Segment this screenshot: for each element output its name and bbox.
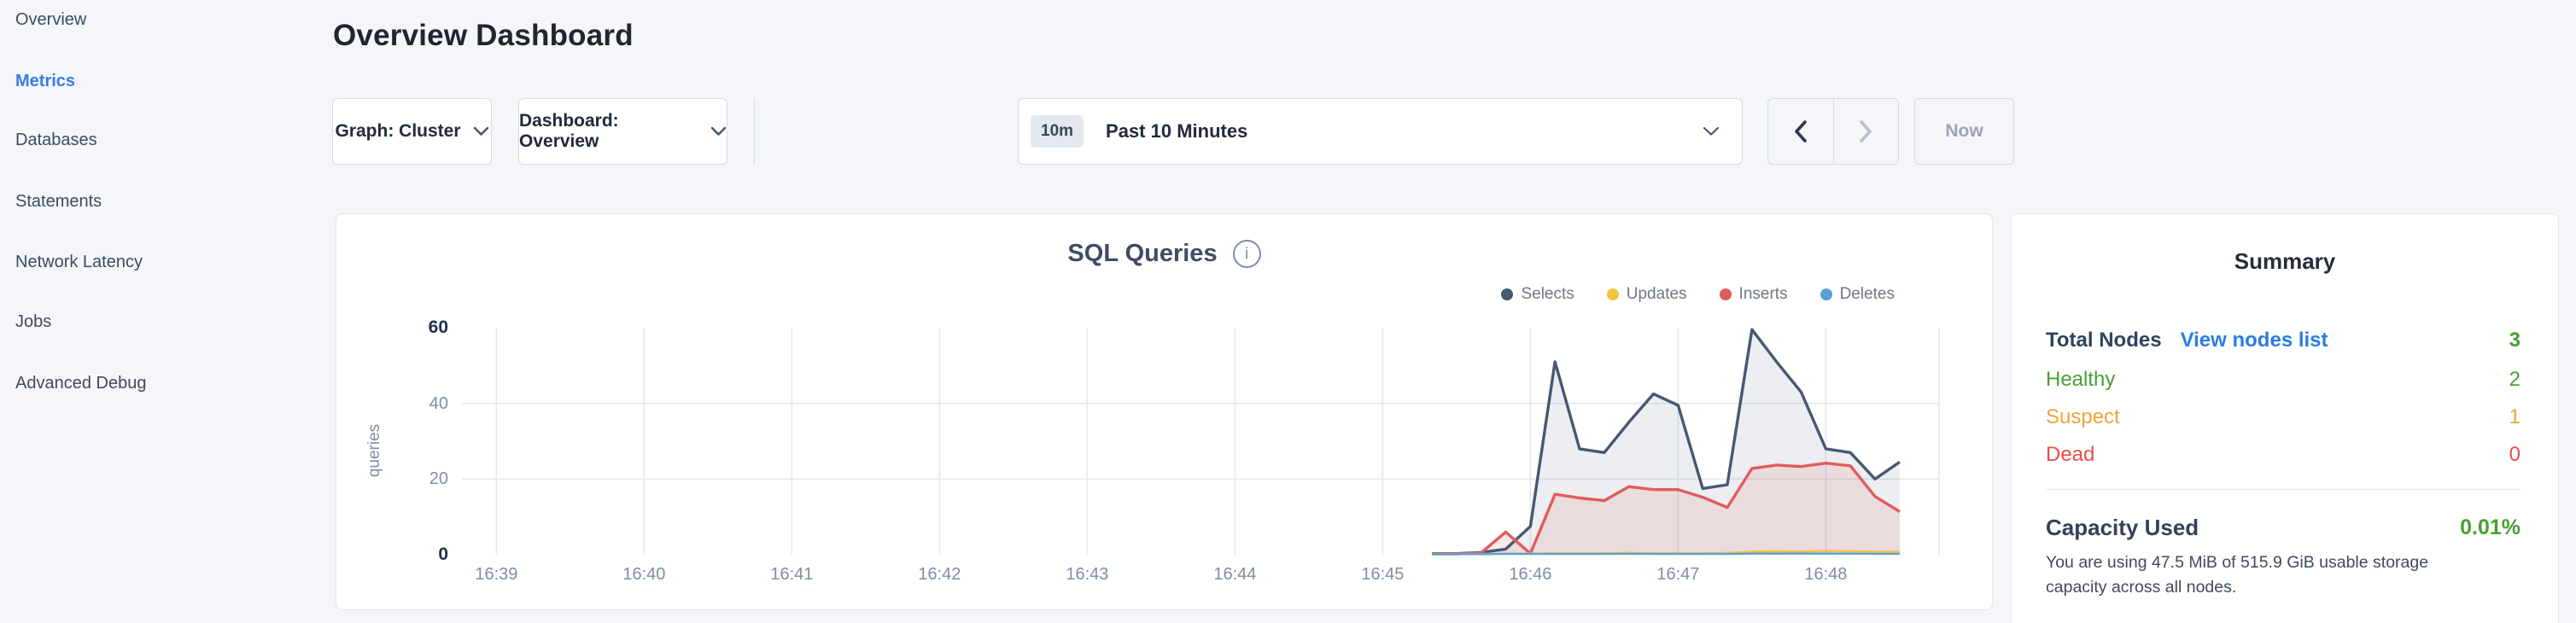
info-icon[interactable]: i	[1232, 240, 1261, 268]
deletes-legend-dot	[1820, 288, 1832, 300]
chart-title: SQL Queries	[1067, 240, 1218, 267]
updates-legend-dot	[1606, 288, 1619, 300]
healthy-nodes-row: Healthy 2	[2046, 366, 2521, 393]
sql-queries-chart	[462, 328, 1940, 556]
sql-queries-chart-card: SQL Queries i Selects Updates Inserts Delet…	[336, 213, 1993, 610]
dead-nodes-row: Dead 0	[2046, 441, 2521, 469]
dead-value: 0	[2509, 443, 2521, 466]
dashboard-dropdown-label: Dashboard: Overview	[519, 111, 619, 151]
dead-label: Dead	[2046, 443, 2095, 466]
y-axis-tick-label: 40	[429, 393, 448, 413]
time-step-forward-button[interactable]	[1834, 99, 1899, 164]
x-axis-tick-label: 16:43	[1066, 565, 1109, 584]
healthy-label: Healthy	[2046, 368, 2116, 391]
time-step-back-button[interactable]	[1768, 99, 1834, 164]
time-range-selector[interactable]: 10m Past 10 Minutes	[1018, 98, 1743, 165]
x-axis-tick-label: 16:40	[622, 565, 666, 584]
y-axis-tick-label: 60	[428, 317, 448, 337]
suspect-nodes-row: Suspect 1	[2046, 404, 2521, 431]
view-nodes-list-link[interactable]: View nodes list	[2180, 329, 2328, 352]
legend-item-deletes[interactable]: Deletes	[1820, 285, 1895, 304]
inserts-legend-dot	[1719, 288, 1732, 300]
total-nodes-value: 3	[2509, 329, 2521, 352]
x-axis-tick-label: 16:39	[475, 565, 518, 584]
x-axis-tick-label: 16:48	[1804, 565, 1848, 584]
y-axis-unit-label: queries	[365, 423, 384, 478]
legend-item-updates[interactable]: Updates	[1606, 285, 1687, 304]
legend-item-inserts[interactable]: Inserts	[1719, 285, 1788, 304]
legend-label: Updates	[1626, 285, 1687, 303]
total-nodes-label: Total Nodes	[2046, 329, 2162, 352]
legend-label: Selects	[1521, 285, 1574, 303]
x-axis-tick-label: 16:45	[1361, 565, 1405, 584]
now-button[interactable]: Now	[1914, 98, 2014, 165]
legend-label: Inserts	[1738, 285, 1788, 303]
legend-item-selects[interactable]: Selects	[1501, 285, 1574, 304]
sidebar-item-network-latency[interactable]: Network Latency	[15, 253, 143, 271]
chevron-down-icon	[473, 126, 488, 136]
summary-divider	[2046, 489, 2521, 490]
x-axis-tick-label: 16:47	[1656, 565, 1700, 584]
x-axis-tick-label: 16:42	[918, 565, 961, 584]
sidebar-item-advanced-debug[interactable]: Advanced Debug	[15, 374, 147, 393]
inserts-area	[1432, 463, 1900, 555]
legend-label: Deletes	[1839, 285, 1895, 303]
y-axis-tick-label: 0	[438, 544, 448, 564]
sidebar-item-jobs[interactable]: Jobs	[15, 312, 52, 331]
healthy-value: 2	[2509, 368, 2521, 391]
chevron-left-icon	[1795, 120, 1808, 143]
sidebar-item-databases[interactable]: Databases	[15, 131, 97, 149]
chevron-down-icon	[710, 126, 727, 136]
x-axis-tick-label: 16:44	[1213, 565, 1257, 584]
inserts-line	[1432, 462, 1901, 556]
capacity-description: You are using 47.5 MiB of 515.9 GiB usab…	[2046, 553, 2429, 597]
sidebar-item-statements[interactable]: Statements	[15, 192, 102, 211]
x-axis-tick-label: 16:41	[770, 565, 814, 584]
capacity-used-value: 0.01%	[2460, 515, 2521, 539]
selects-line	[1432, 328, 1901, 556]
page-title: Overview Dashboard	[333, 19, 634, 52]
capacity-used-label: Capacity Used	[2046, 515, 2199, 540]
chart-legend: Selects Updates Inserts Deletes	[1501, 285, 1895, 304]
summary-title: Summary	[2234, 248, 2336, 274]
time-range-badge: 10m	[1031, 115, 1084, 148]
suspect-value: 1	[2509, 405, 2521, 428]
selects-area	[1432, 329, 1900, 555]
chevron-down-icon	[1703, 126, 1720, 136]
graph-scope-dropdown[interactable]: Graph: Cluster	[332, 98, 492, 165]
dashboard-dropdown[interactable]: Dashboard: Overview	[518, 98, 727, 165]
suspect-label: Suspect	[2046, 405, 2120, 428]
sidebar: Overview Metrics Databases Statements Networ…	[0, 0, 316, 623]
deletes-line	[1432, 552, 1900, 556]
x-axis-tick-label: 16:46	[1509, 565, 1552, 584]
sidebar-item-metrics[interactable]: Metrics	[15, 72, 76, 90]
summary-panel: Summary Total Nodes View nodes list 3 He…	[2011, 213, 2559, 623]
graph-scope-dropdown-label: Graph: Cluster	[335, 121, 461, 141]
selects-legend-dot	[1501, 288, 1514, 300]
time-step-buttons	[1767, 98, 1899, 165]
sidebar-item-overview[interactable]: Overview	[15, 10, 87, 29]
chevron-right-icon	[1859, 120, 1872, 143]
time-range-label: Past 10 Minutes	[1106, 120, 1248, 142]
y-axis-tick-label: 20	[429, 469, 448, 489]
toolbar-divider	[754, 98, 755, 165]
